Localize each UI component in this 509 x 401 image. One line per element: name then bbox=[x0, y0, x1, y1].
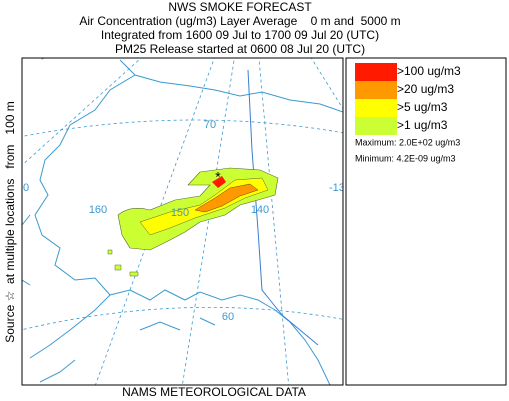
maximum: Maximum: 2.0E+02 ug/m3 bbox=[355, 137, 460, 147]
legend-swatch bbox=[355, 99, 397, 117]
footer: NAMS METEOROLOGICAL DATA bbox=[122, 385, 306, 399]
legend: >100 ug/m3 >20 ug/m3 >5 ug/m3 >1 ug/m3 bbox=[355, 63, 461, 135]
coastline bbox=[22, 59, 343, 385]
subtitle: Air Concentration (ug/m3) Layer Average … bbox=[79, 14, 400, 28]
subtitle: PM25 Release started at 0600 08 Jul 20 (… bbox=[115, 42, 365, 56]
legend-frame bbox=[345, 57, 507, 386]
legend-swatch bbox=[355, 117, 397, 135]
map-frame bbox=[21, 57, 344, 386]
grid-labels: 170 160 150 140 -130 70 60 bbox=[11, 119, 351, 323]
legend-label: >100 ug/m3 bbox=[397, 64, 461, 78]
smoke-plume: * bbox=[107, 167, 279, 277]
grid-label: 60 bbox=[222, 311, 234, 323]
legend-label: >20 ug/m3 bbox=[397, 82, 454, 96]
grid-label: 160 bbox=[89, 204, 107, 216]
source-marker: * bbox=[215, 169, 221, 185]
grid-label: 150 bbox=[171, 207, 189, 219]
grid-label: 170 bbox=[11, 182, 29, 194]
grid-label: 140 bbox=[251, 204, 269, 216]
grid-label: -130 bbox=[329, 182, 351, 194]
legend-label: >5 ug/m3 bbox=[397, 100, 448, 114]
title: NWS SMOKE FORECAST bbox=[168, 0, 312, 14]
grid-label: 70 bbox=[204, 119, 216, 131]
legend-label: >1 ug/m3 bbox=[397, 118, 448, 132]
map: * 170 160 150 140 -130 70 60 bbox=[11, 58, 351, 385]
side-label: Source ☆ at multiple locations from 100 … bbox=[3, 101, 17, 343]
legend-swatch bbox=[355, 63, 397, 81]
minimum: Minimum: 4.2E-09 ug/m3 bbox=[355, 153, 456, 163]
legend-swatch bbox=[355, 81, 397, 99]
subtitle: Integrated from 1600 09 Jul to 1700 09 J… bbox=[101, 28, 379, 42]
